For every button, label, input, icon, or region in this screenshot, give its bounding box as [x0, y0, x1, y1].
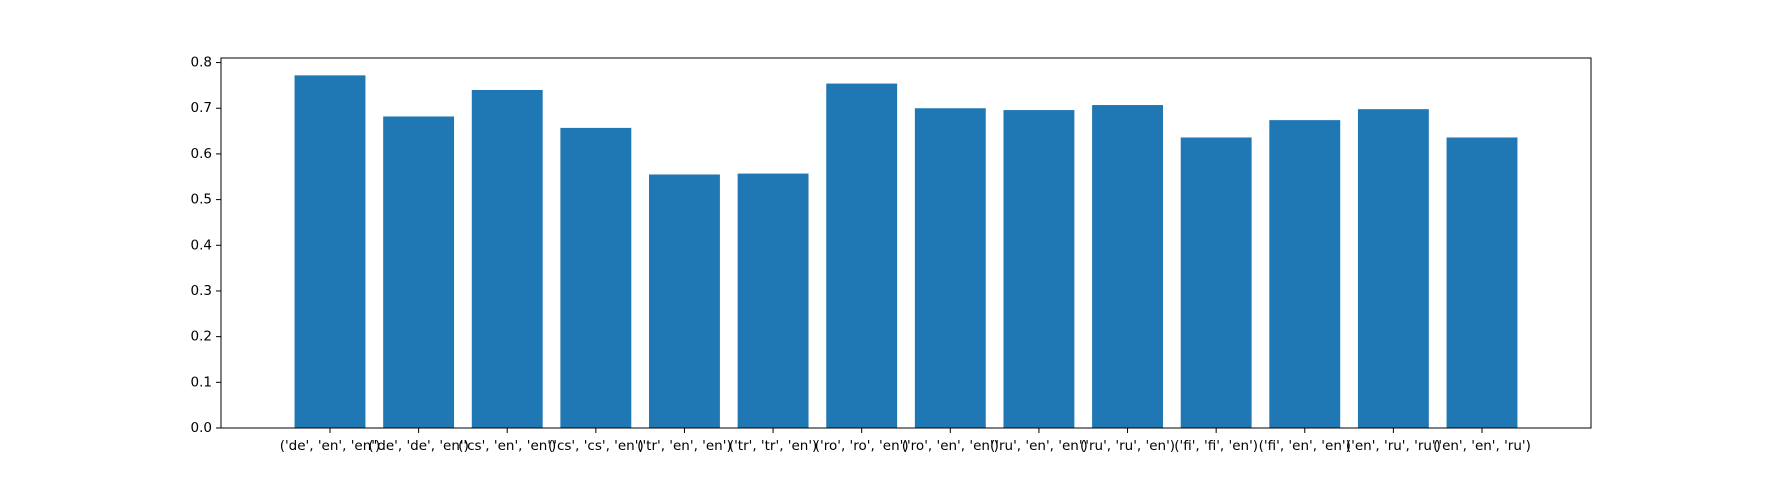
x-tick-label-11: ('fi', 'en', 'en'): [1259, 438, 1351, 454]
bar-11: [1269, 120, 1341, 428]
bar-5: [737, 173, 809, 428]
bar-13: [1446, 137, 1518, 428]
y-tick-label-4: 0.4: [191, 237, 212, 253]
bars-layer: [294, 75, 1518, 429]
bar-12: [1357, 109, 1429, 428]
y-tick-label-7: 0.7: [191, 100, 212, 116]
bar-10: [1180, 137, 1252, 428]
y-tick-label-3: 0.3: [191, 283, 212, 299]
x-tick-label-0: ('de', 'en', 'en'): [280, 438, 381, 454]
x-tick-label-13: ('en', 'en', 'ru'): [1433, 438, 1531, 454]
y-tick-label-0: 0.0: [191, 420, 212, 436]
y-tick-label-5: 0.5: [191, 192, 212, 208]
x-tick-label-3: ('cs', 'cs', 'en'): [548, 438, 644, 454]
bar-3: [560, 127, 632, 428]
x-tick-label-2: ('cs', 'en', 'en'): [458, 438, 556, 454]
x-axis: ('de', 'en', 'en')('de', 'de', 'en')('cs…: [280, 428, 1531, 454]
bar-4: [649, 174, 720, 428]
x-tick-label-8: ('ru', 'en', 'en'): [990, 438, 1088, 454]
bar-2: [471, 89, 543, 428]
y-tick-label-8: 0.8: [191, 55, 212, 71]
x-tick-label-4: ('tr', 'en', 'en'): [637, 438, 732, 454]
plot-frame: [220, 57, 1592, 429]
x-tick-label-5: ('tr', 'tr', 'en'): [729, 438, 818, 454]
y-tick-label-6: 0.6: [191, 146, 212, 162]
bar-7: [914, 108, 986, 428]
y-axis: 0.0 0.1 0.2 0.3 0.4 0.5 0.6 0.7 0.8: [191, 55, 221, 436]
x-tick-label-1: ('de', 'de', 'en'): [368, 438, 469, 454]
x-tick-label-6: ('ro', 'ro', 'en'): [815, 438, 909, 454]
y-tick-label-2: 0.2: [191, 329, 212, 345]
bar-6: [826, 83, 898, 428]
bar-0: [294, 75, 366, 428]
x-tick-label-7: ('ro', 'en', 'en'): [902, 438, 999, 454]
bar-1: [383, 116, 455, 428]
x-tick-label-9: ('ru', 'ru', 'en'): [1080, 438, 1175, 454]
x-tick-label-10: ('fi', 'fi', 'en'): [1174, 438, 1258, 454]
x-tick-label-12: ('en', 'ru', 'ru'): [1346, 438, 1441, 454]
y-tick-label-1: 0.1: [191, 374, 212, 390]
bar-9: [1092, 105, 1163, 429]
bar-8: [1003, 110, 1075, 429]
